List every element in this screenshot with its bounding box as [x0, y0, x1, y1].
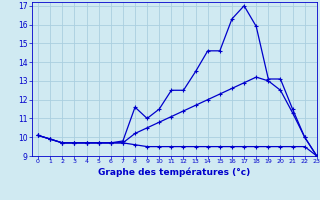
X-axis label: Graphe des températures (°c): Graphe des températures (°c): [98, 167, 251, 177]
